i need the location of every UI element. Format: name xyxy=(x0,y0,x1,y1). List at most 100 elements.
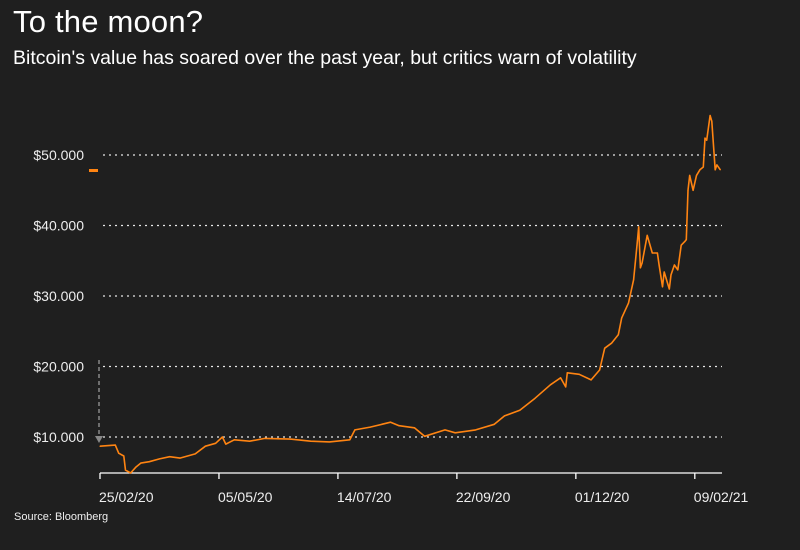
data-point xyxy=(214,442,217,444)
data-point xyxy=(617,334,619,336)
data-point xyxy=(225,443,227,445)
data-point xyxy=(264,437,266,440)
data-point xyxy=(534,397,536,399)
x-axis: 25/02/20 05/05/20 14/07/20 22/09/20 01/12/20… xyxy=(99,472,749,505)
data-point xyxy=(310,440,312,442)
data-point xyxy=(695,174,698,177)
data-point xyxy=(99,445,101,447)
y-axis: $10.000 $20.000 $30.000 $40.000 $50.000 xyxy=(33,147,84,445)
data-point xyxy=(169,456,171,458)
data-point xyxy=(692,189,694,191)
data-point xyxy=(627,302,630,304)
data-point xyxy=(636,244,638,246)
data-point xyxy=(179,457,181,459)
legend-marker xyxy=(89,169,98,172)
data-point xyxy=(369,426,371,428)
data-point xyxy=(474,429,477,431)
data-point xyxy=(158,458,161,460)
data-point xyxy=(124,469,127,471)
y-tick-label: $40.000 xyxy=(33,218,84,234)
data-point xyxy=(604,347,606,349)
data-point xyxy=(677,269,679,271)
source-note: Source: Bloomberg xyxy=(14,511,109,523)
data-point xyxy=(118,452,120,454)
data-point xyxy=(684,241,686,243)
data-point xyxy=(651,252,653,254)
data-points xyxy=(99,114,721,474)
data-point xyxy=(704,137,706,139)
x-tick-label: 09/02/21 xyxy=(694,489,749,505)
data-point xyxy=(135,466,137,468)
data-point xyxy=(661,286,664,288)
data-point xyxy=(641,262,643,264)
data-point xyxy=(390,421,392,423)
data-point xyxy=(204,445,206,447)
data-point xyxy=(706,139,708,141)
data-point xyxy=(658,264,660,266)
data-point xyxy=(663,271,665,273)
data-point xyxy=(354,429,356,431)
data-point xyxy=(709,114,711,117)
data-point xyxy=(702,166,704,168)
data-point xyxy=(610,342,613,344)
data-point xyxy=(668,288,670,290)
data-point xyxy=(114,444,116,446)
data-point xyxy=(716,164,718,166)
data-point xyxy=(503,415,506,417)
data-point xyxy=(685,239,687,241)
data-point xyxy=(123,455,125,457)
data-point xyxy=(633,279,635,281)
data-point xyxy=(711,120,713,122)
x-tick-label: 14/07/20 xyxy=(337,489,392,505)
y-tick-label: $10.000 xyxy=(33,429,84,445)
data-point xyxy=(454,432,456,434)
data-point xyxy=(656,252,659,254)
y-tick-label: $50.000 xyxy=(33,147,84,163)
data-point xyxy=(493,423,495,425)
data-point xyxy=(646,234,648,236)
data-point xyxy=(559,377,562,379)
chart-subtitle: Bitcoin's value has soared over the past… xyxy=(13,47,637,69)
data-point xyxy=(714,169,716,171)
data-point xyxy=(194,453,196,455)
data-point xyxy=(639,267,642,269)
gridlines xyxy=(103,154,722,438)
data-point xyxy=(413,427,415,429)
data-point xyxy=(565,386,567,388)
x-tick-label: 25/02/20 xyxy=(99,489,154,505)
data-point xyxy=(719,169,721,171)
data-point xyxy=(140,462,142,464)
data-point xyxy=(221,436,223,438)
y-tick-label: $30.000 xyxy=(33,288,84,304)
data-point xyxy=(673,264,676,266)
data-point xyxy=(621,317,623,319)
y-tick-label: $20.000 xyxy=(33,359,84,375)
data-point xyxy=(398,425,400,427)
data-point xyxy=(328,441,331,443)
data-point xyxy=(444,429,446,431)
data-point xyxy=(349,439,351,441)
data-point xyxy=(578,373,580,375)
data-point xyxy=(566,372,568,374)
data-point xyxy=(590,379,592,381)
series-line-bitcoin xyxy=(99,114,721,474)
chart-title: To the moon? xyxy=(13,4,204,39)
data-point xyxy=(599,369,601,371)
data-point xyxy=(423,435,426,437)
start-arrow-annotation xyxy=(95,360,103,443)
data-point xyxy=(687,189,689,191)
data-point xyxy=(549,384,551,386)
data-point xyxy=(233,439,235,441)
data-point xyxy=(670,274,672,276)
x-tick-label: 01/12/20 xyxy=(575,489,630,505)
x-tick-label: 05/05/20 xyxy=(218,489,273,505)
data-point xyxy=(248,440,251,442)
data-point xyxy=(699,169,701,171)
data-point xyxy=(638,226,640,228)
data-point xyxy=(689,174,691,177)
data-point xyxy=(148,461,150,463)
data-point xyxy=(680,244,682,246)
data-point xyxy=(289,438,291,440)
data-point xyxy=(129,472,132,474)
